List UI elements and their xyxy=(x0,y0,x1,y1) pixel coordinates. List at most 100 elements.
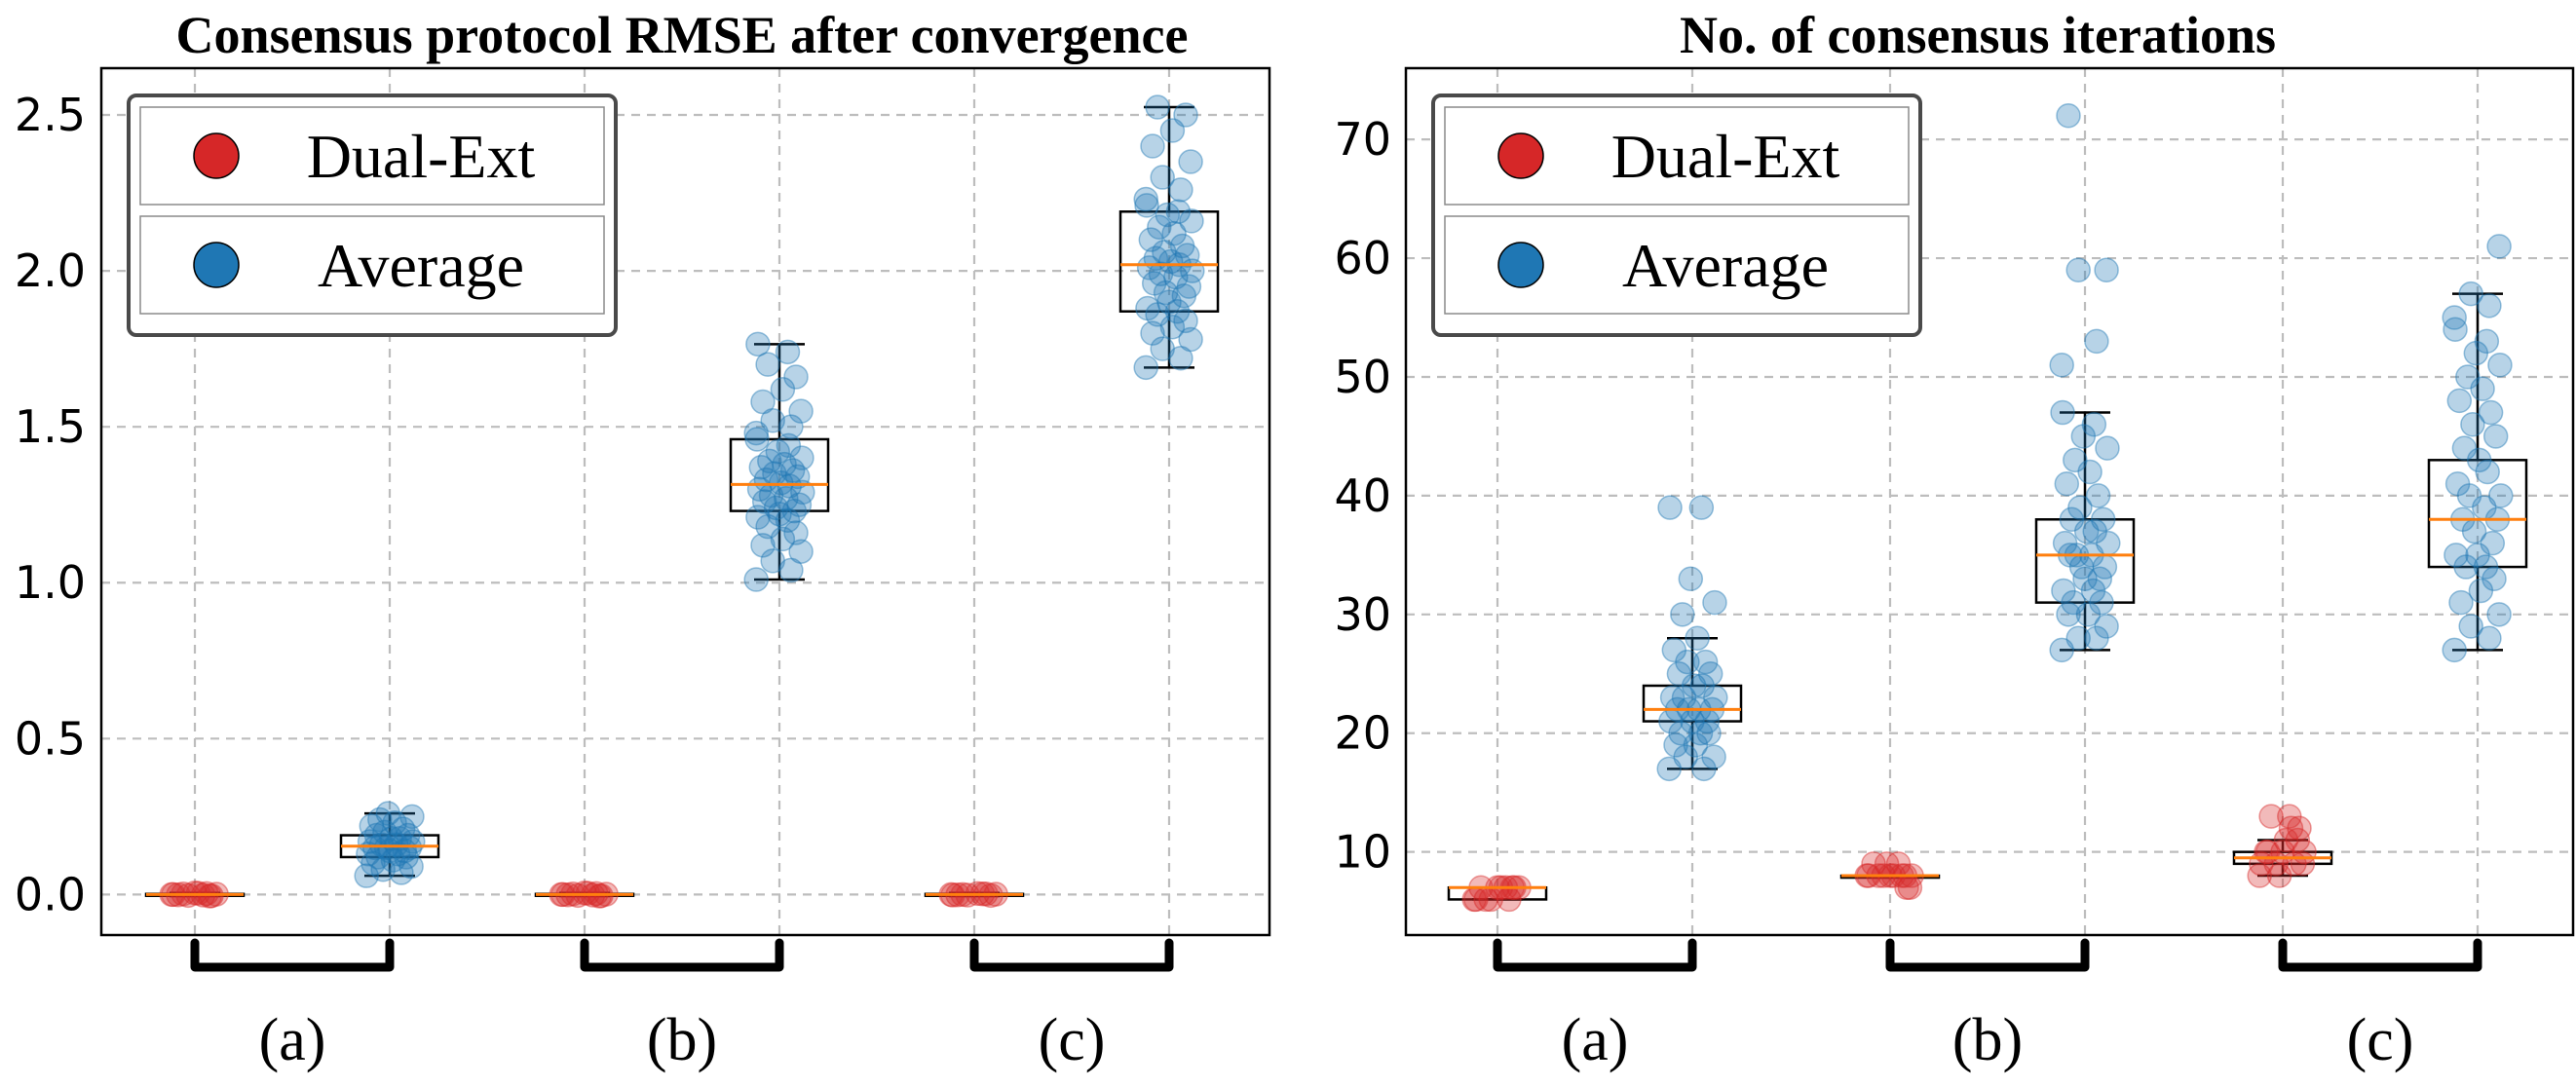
data-point xyxy=(781,498,808,524)
legend-frame xyxy=(127,94,618,337)
category-label: (a) xyxy=(1562,1007,1629,1073)
data-point xyxy=(1140,320,1165,346)
data-point xyxy=(768,470,794,496)
data-point xyxy=(2090,506,2116,533)
data-point xyxy=(1155,202,1181,228)
category-label: (a) xyxy=(259,1007,326,1073)
data-point xyxy=(1697,661,1724,687)
legend-entry-box xyxy=(1444,106,1910,206)
legend-entry-box xyxy=(139,106,605,206)
data-point xyxy=(1164,298,1191,324)
y-tick-label: 70 xyxy=(1334,113,1391,166)
data-point xyxy=(2463,340,2489,366)
data-point xyxy=(375,801,401,826)
data-point xyxy=(750,389,776,415)
data-point xyxy=(776,432,802,459)
data-point xyxy=(1701,744,1726,769)
y-tick-label: 1.0 xyxy=(15,556,86,609)
data-point xyxy=(2455,364,2481,390)
data-point xyxy=(1178,326,1203,353)
chart-title: Consensus protocol RMSE after convergenc… xyxy=(176,6,1189,64)
box-body xyxy=(1642,684,1743,723)
data-point xyxy=(750,533,776,558)
data-point xyxy=(779,458,806,483)
box-body xyxy=(729,437,830,512)
legend-entry-box xyxy=(1444,215,1910,315)
box-body xyxy=(2427,459,2528,569)
legend-marker xyxy=(193,132,240,179)
data-point xyxy=(2063,447,2088,473)
data-point xyxy=(182,881,208,906)
data-point xyxy=(2089,589,2114,616)
data-point xyxy=(378,826,404,851)
data-point xyxy=(2446,388,2473,414)
data-point xyxy=(399,804,425,830)
data-point xyxy=(789,445,814,470)
data-point xyxy=(788,398,814,424)
data-point xyxy=(2285,827,2311,853)
data-point xyxy=(2451,435,2478,461)
data-point xyxy=(2278,815,2304,842)
data-point xyxy=(1140,133,1165,159)
data-point xyxy=(765,439,791,465)
data-point xyxy=(2081,412,2107,437)
data-point xyxy=(778,557,804,583)
data-point xyxy=(2085,483,2111,508)
data-point xyxy=(1176,274,1202,299)
data-point xyxy=(2480,530,2506,556)
data-point xyxy=(775,339,801,365)
data-point xyxy=(2273,827,2299,853)
data-point xyxy=(1136,255,1162,281)
legend-label: Dual-Ext xyxy=(1611,122,1840,191)
data-point xyxy=(2082,518,2107,544)
data-point xyxy=(1463,886,1489,913)
data-point xyxy=(2444,470,2471,497)
data-point xyxy=(1178,149,1203,174)
data-point xyxy=(2473,554,2499,580)
data-point xyxy=(1663,732,1688,758)
data-point xyxy=(370,857,396,882)
category-bracket xyxy=(190,938,395,972)
data-point xyxy=(2465,543,2490,568)
category-label: (b) xyxy=(1952,1007,2023,1073)
data-point xyxy=(2059,506,2085,533)
data-point xyxy=(2051,578,2076,604)
data-point xyxy=(1702,589,1727,616)
data-point xyxy=(380,847,406,873)
data-point xyxy=(775,507,801,533)
data-point xyxy=(2247,863,2272,888)
data-point xyxy=(772,451,797,477)
data-point xyxy=(587,883,613,909)
data-point xyxy=(2254,839,2281,865)
data-point xyxy=(2087,566,2113,591)
data-point xyxy=(360,850,386,877)
data-point xyxy=(2453,554,2479,580)
data-point xyxy=(2458,281,2483,307)
category-label: (b) xyxy=(647,1007,717,1073)
data-point xyxy=(1681,673,1707,698)
y-tick-label: 1.5 xyxy=(15,400,86,453)
data-point xyxy=(1159,118,1186,143)
data-point xyxy=(1161,220,1187,246)
category-bracket xyxy=(580,938,784,972)
data-point xyxy=(1141,271,1167,296)
data-point xyxy=(1673,744,1698,769)
legend-marker xyxy=(1497,132,1544,179)
data-point xyxy=(2080,578,2106,604)
data-point xyxy=(2474,328,2500,355)
legend-label: Dual-Ext xyxy=(307,122,536,191)
data-point xyxy=(1133,355,1158,381)
category-bracket xyxy=(969,938,1174,972)
data-point xyxy=(1135,295,1160,321)
data-point xyxy=(770,526,796,552)
data-point xyxy=(384,832,409,857)
data-point xyxy=(2448,589,2474,616)
data-point xyxy=(1150,165,1175,190)
data-point xyxy=(1168,177,1193,203)
y-tick-label: 2.0 xyxy=(15,244,86,297)
data-point xyxy=(2061,589,2086,616)
data-point xyxy=(2056,103,2081,129)
data-point xyxy=(2266,863,2292,888)
data-point xyxy=(1688,495,1715,520)
legend-frame xyxy=(1431,94,1922,337)
